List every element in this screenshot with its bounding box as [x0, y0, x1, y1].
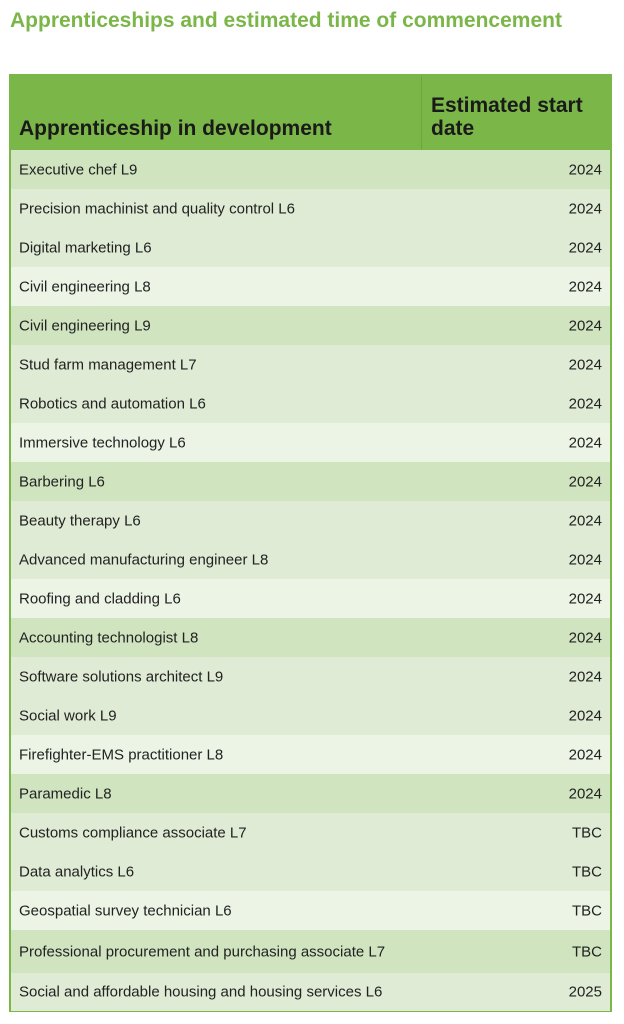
apprenticeship-name: Civil engineering L8 [19, 278, 151, 295]
start-date: 2024 [568, 239, 602, 256]
apprenticeship-name: Firefighter-EMS practitioner L8 [19, 746, 224, 763]
apprenticeship-name: Stud farm management L7 [19, 356, 197, 373]
table-row: Social work L9 2024 [11, 696, 610, 735]
apprenticeship-name: Social work L9 [19, 707, 117, 724]
start-date: 2024 [568, 629, 602, 646]
table-row: Social and affordable housing and housin… [11, 973, 610, 1011]
table-row: Software solutions architect L9 2024 [11, 657, 610, 696]
table-row: Advanced manufacturing engineer L8 2024 [11, 540, 610, 579]
start-date: 2024 [568, 356, 602, 373]
apprenticeship-name: Roofing and cladding L6 [19, 590, 181, 607]
table-row: Beauty therapy L6 2024 [11, 501, 610, 540]
column-header-apprenticeship: Apprenticeship in development [19, 117, 332, 140]
table-header: Apprenticeship in development Estimated … [11, 76, 610, 150]
apprenticeship-name: Digital marketing L6 [19, 239, 152, 256]
apprenticeship-name: Accounting technologist L8 [19, 629, 199, 646]
apprenticeship-name: Data analytics L6 [19, 863, 135, 880]
table-row: Robotics and automation L6 2024 [11, 384, 610, 423]
start-date: 2024 [568, 668, 602, 685]
start-date: 2024 [568, 707, 602, 724]
start-date: 2024 [568, 395, 602, 412]
apprenticeship-name: Precision machinist and quality control … [19, 200, 295, 217]
apprenticeship-name: Advanced manufacturing engineer L8 [19, 551, 269, 568]
table-row: Barbering L6 2024 [11, 462, 610, 501]
table-row: Paramedic L8 2024 [11, 774, 610, 813]
start-date: TBC [572, 943, 602, 960]
page-title: Apprenticeships and estimated time of co… [10, 9, 562, 32]
table-row: Civil engineering L8 2024 [11, 267, 610, 306]
apprenticeship-name: Immersive technology L6 [19, 434, 186, 451]
table-row: Professional procurement and purchasing … [11, 930, 610, 973]
table-row: Executive chef L9 2024 [11, 150, 610, 189]
apprenticeship-name: Customs compliance associate L7 [19, 824, 247, 841]
table-row: Precision machinist and quality control … [11, 189, 610, 228]
start-date: TBC [572, 824, 602, 841]
table-body: Executive chef L9 2024 Precision machini… [11, 150, 610, 1011]
apprenticeship-name: Software solutions architect L9 [19, 668, 224, 685]
table-row: Roofing and cladding L6 2024 [11, 579, 610, 618]
apprenticeship-name: Professional procurement and purchasing … [19, 943, 386, 960]
table-row: Civil engineering L9 2024 [11, 306, 610, 345]
start-date: 2024 [568, 590, 602, 607]
table-row: Geospatial survey technician L6 TBC [11, 891, 610, 930]
table-row: Digital marketing L6 2024 [11, 228, 610, 267]
start-date: 2024 [568, 317, 602, 334]
start-date: 2024 [568, 512, 602, 529]
apprenticeship-table: Apprenticeship in development Estimated … [9, 74, 612, 1012]
apprenticeship-name: Geospatial survey technician L6 [19, 902, 232, 919]
start-date: 2024 [568, 200, 602, 217]
apprenticeship-name: Civil engineering L9 [19, 317, 151, 334]
header-divider [421, 76, 422, 150]
table-row: Stud farm management L7 2024 [11, 345, 610, 384]
start-date: 2024 [568, 746, 602, 763]
start-date: TBC [572, 902, 602, 919]
apprenticeship-name: Social and affordable housing and housin… [19, 983, 383, 1001]
start-date: 2025 [568, 983, 602, 1001]
column-header-start-date: Estimated start date [431, 94, 583, 140]
apprenticeship-name: Executive chef L9 [19, 161, 138, 178]
start-date: 2024 [568, 278, 602, 295]
apprenticeship-name: Paramedic L8 [19, 785, 112, 802]
start-date: 2024 [568, 473, 602, 490]
start-date: TBC [572, 863, 602, 880]
start-date: 2024 [568, 551, 602, 568]
start-date: 2024 [568, 785, 602, 802]
start-date: 2024 [568, 161, 602, 178]
start-date: 2024 [568, 434, 602, 451]
apprenticeship-name: Robotics and automation L6 [19, 395, 206, 412]
table-row: Customs compliance associate L7 TBC [11, 813, 610, 852]
apprenticeship-name: Beauty therapy L6 [19, 512, 141, 529]
apprenticeship-name: Barbering L6 [19, 473, 105, 490]
table-row: Immersive technology L6 2024 [11, 423, 610, 462]
table-row: Accounting technologist L8 2024 [11, 618, 610, 657]
table-row: Firefighter-EMS practitioner L8 2024 [11, 735, 610, 774]
table-row: Data analytics L6 TBC [11, 852, 610, 891]
